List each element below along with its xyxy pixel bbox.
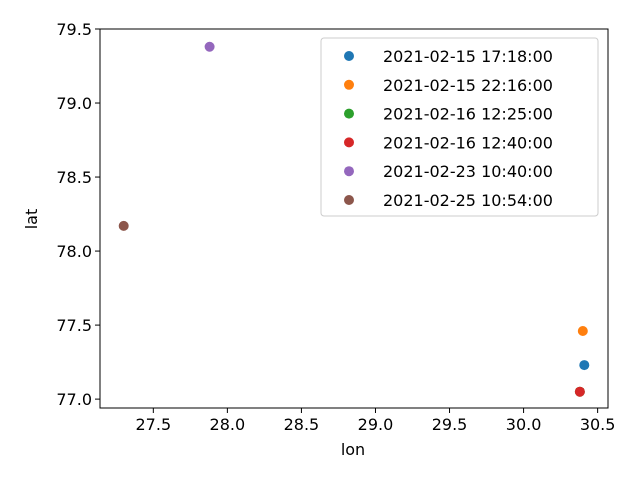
y-tick-label: 78.5 bbox=[56, 168, 92, 187]
legend-label: 2021-02-15 17:18:00 bbox=[383, 47, 553, 66]
x-tick-label: 30.5 bbox=[580, 415, 616, 434]
y-tick-label: 79.5 bbox=[56, 20, 92, 39]
data-point-series-4 bbox=[574, 386, 585, 397]
legend-label: 2021-02-23 10:40:00 bbox=[383, 162, 553, 181]
legend-marker bbox=[344, 79, 354, 90]
y-tick-label: 78.0 bbox=[56, 242, 92, 261]
x-tick-label: 30.0 bbox=[506, 415, 542, 434]
x-tick-label: 28.5 bbox=[284, 415, 320, 434]
legend-marker bbox=[344, 108, 354, 119]
x-axis-label: lon bbox=[341, 440, 365, 459]
y-axis-label: lat bbox=[22, 209, 41, 230]
y-tick-label: 77.5 bbox=[56, 316, 92, 335]
data-point-series-5 bbox=[204, 41, 215, 52]
data-point-series-1 bbox=[579, 360, 590, 371]
legend: 2021-02-15 17:18:00 2021-02-15 22:16:00 20… bbox=[320, 37, 599, 217]
x-tick-label: 29.0 bbox=[358, 415, 394, 434]
x-tick-label: 27.5 bbox=[136, 415, 172, 434]
legend-box bbox=[320, 37, 599, 217]
legend-label: 2021-02-16 12:25:00 bbox=[383, 105, 553, 124]
legend-marker bbox=[344, 195, 354, 205]
legend-label: 2021-02-15 22:16:00 bbox=[383, 76, 553, 95]
data-point-series-6 bbox=[118, 220, 129, 231]
y-tick-label: 79.0 bbox=[56, 94, 92, 113]
x-tick-label: 28.0 bbox=[210, 415, 246, 434]
legend-label: 2021-02-25 10:54:00 bbox=[383, 191, 553, 210]
axes: 27.5 28.0 28.5 29.0 29.5 30.0 30.5 77.0 77.5 78.0… bbox=[56, 20, 615, 434]
legend-marker bbox=[344, 166, 354, 177]
legend-label: 2021-02-16 12:40:00 bbox=[383, 133, 553, 152]
y-tick-label: 77.0 bbox=[56, 390, 92, 409]
data-point-series-2 bbox=[577, 326, 588, 337]
x-tick-label: 29.5 bbox=[432, 415, 468, 434]
legend-marker bbox=[344, 51, 354, 61]
axes-frame bbox=[99, 28, 609, 409]
plot-area bbox=[118, 41, 590, 397]
legend-marker bbox=[344, 137, 354, 148]
